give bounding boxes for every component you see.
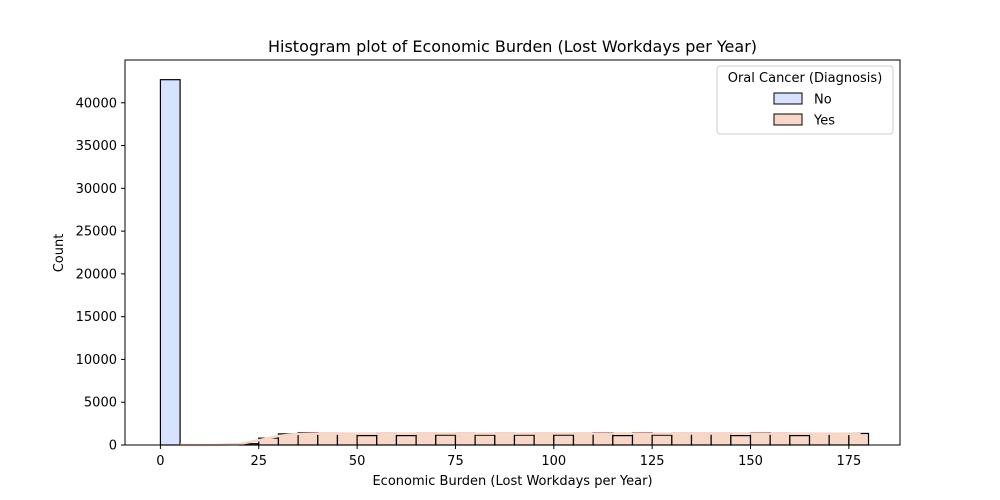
chart-title: Histogram plot of Economic Burden (Lost … bbox=[268, 37, 757, 56]
bar-yes-10 bbox=[435, 434, 457, 446]
bars-layer bbox=[159, 79, 870, 446]
bar-yes-24 bbox=[710, 432, 732, 446]
bar-yes-17 bbox=[572, 432, 594, 446]
x-tick-label: 150 bbox=[738, 454, 763, 469]
legend-frame bbox=[716, 65, 894, 135]
x-tick-label: 25 bbox=[250, 454, 267, 469]
bar-yes-28 bbox=[789, 434, 811, 446]
bar-yes-30 bbox=[828, 432, 850, 446]
x-tick-label: 125 bbox=[640, 454, 665, 469]
y-tick-label: 0 bbox=[109, 439, 117, 454]
legend-label-yes: Yes bbox=[813, 114, 835, 129]
y-tick-label: 10000 bbox=[76, 353, 117, 368]
plot-frame bbox=[124, 59, 901, 446]
y-tick-label: 5000 bbox=[84, 396, 117, 411]
legend-title: Oral Cancer (Diagnosis) bbox=[728, 71, 883, 86]
legend-swatch-no bbox=[773, 92, 803, 105]
y-tick-label: 35000 bbox=[76, 139, 117, 154]
bar-yes-21 bbox=[651, 434, 673, 446]
bar-yes-14 bbox=[513, 434, 535, 446]
kde-line-yes bbox=[180, 432, 861, 447]
bar-yes-12 bbox=[474, 434, 496, 446]
bar-yes-8 bbox=[395, 434, 417, 446]
x-tick-label: 50 bbox=[349, 454, 366, 469]
y-tick-label: 15000 bbox=[76, 310, 117, 325]
bar-yes-16 bbox=[553, 434, 575, 446]
bar-yes-4 bbox=[317, 432, 339, 446]
x-tick-label: 75 bbox=[447, 454, 464, 469]
bar-yes-5 bbox=[336, 433, 358, 446]
y-tick-label: 40000 bbox=[76, 96, 117, 111]
x-tick-label: 0 bbox=[156, 454, 164, 469]
legend-swatch-yes bbox=[773, 113, 803, 126]
bar-yes-29 bbox=[808, 432, 830, 446]
bar-no-0 bbox=[159, 79, 181, 446]
x-tick-label: 175 bbox=[836, 454, 861, 469]
y-tick-label: 20000 bbox=[76, 267, 117, 282]
legend: Oral Cancer (Diagnosis) No Yes bbox=[716, 65, 894, 135]
x-axis: 0 25 50 75 100 125 150 175 bbox=[156, 445, 861, 469]
y-tick-label: 25000 bbox=[76, 225, 117, 240]
y-tick-label: 30000 bbox=[76, 182, 117, 197]
bar-yes-25 bbox=[730, 434, 752, 446]
kde-layer bbox=[180, 432, 861, 447]
x-axis-label: Economic Burden (Lost Workdays per Year) bbox=[372, 474, 652, 489]
bar-yes-6 bbox=[356, 434, 378, 446]
legend-label-no: No bbox=[814, 93, 832, 108]
x-tick-label: 100 bbox=[541, 454, 566, 469]
y-axis-label: Count bbox=[52, 234, 67, 273]
bar-yes-19 bbox=[612, 434, 634, 446]
y-axis: 0 5000 10000 15000 20000 25000 30000 35000 40000 bbox=[76, 96, 125, 454]
